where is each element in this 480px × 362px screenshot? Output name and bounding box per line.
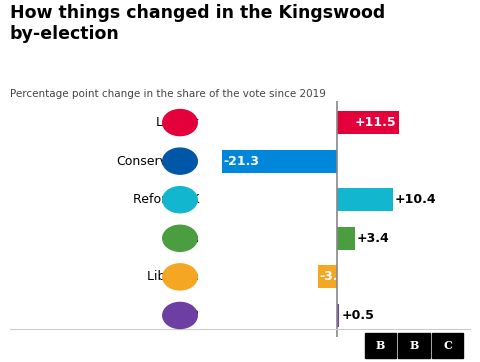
Text: C: C xyxy=(443,340,452,351)
Bar xyxy=(318,265,336,289)
Text: How things changed in the Kingswood
by-election: How things changed in the Kingswood by-e… xyxy=(10,4,385,43)
Text: -21.3: -21.3 xyxy=(224,155,260,168)
Text: +0.5: +0.5 xyxy=(341,309,374,322)
Text: B: B xyxy=(376,340,385,351)
Text: Reform UK: Reform UK xyxy=(132,193,199,206)
Bar xyxy=(336,111,399,134)
Bar xyxy=(336,227,355,250)
Bar xyxy=(222,150,336,173)
Text: Percentage point change in the share of the vote since 2019: Percentage point change in the share of … xyxy=(10,89,325,99)
Text: +11.5: +11.5 xyxy=(355,116,396,129)
Text: -3.5: -3.5 xyxy=(320,270,347,283)
Bar xyxy=(336,304,339,327)
Text: Green: Green xyxy=(161,232,199,245)
Text: +10.4: +10.4 xyxy=(395,193,436,206)
Text: UKIP: UKIP xyxy=(170,309,199,322)
Text: Conservative: Conservative xyxy=(117,155,199,168)
Text: +3.4: +3.4 xyxy=(357,232,390,245)
Text: B: B xyxy=(409,340,419,351)
Text: Labour: Labour xyxy=(156,116,199,129)
Text: Lib Dem: Lib Dem xyxy=(147,270,199,283)
Bar xyxy=(336,188,393,211)
